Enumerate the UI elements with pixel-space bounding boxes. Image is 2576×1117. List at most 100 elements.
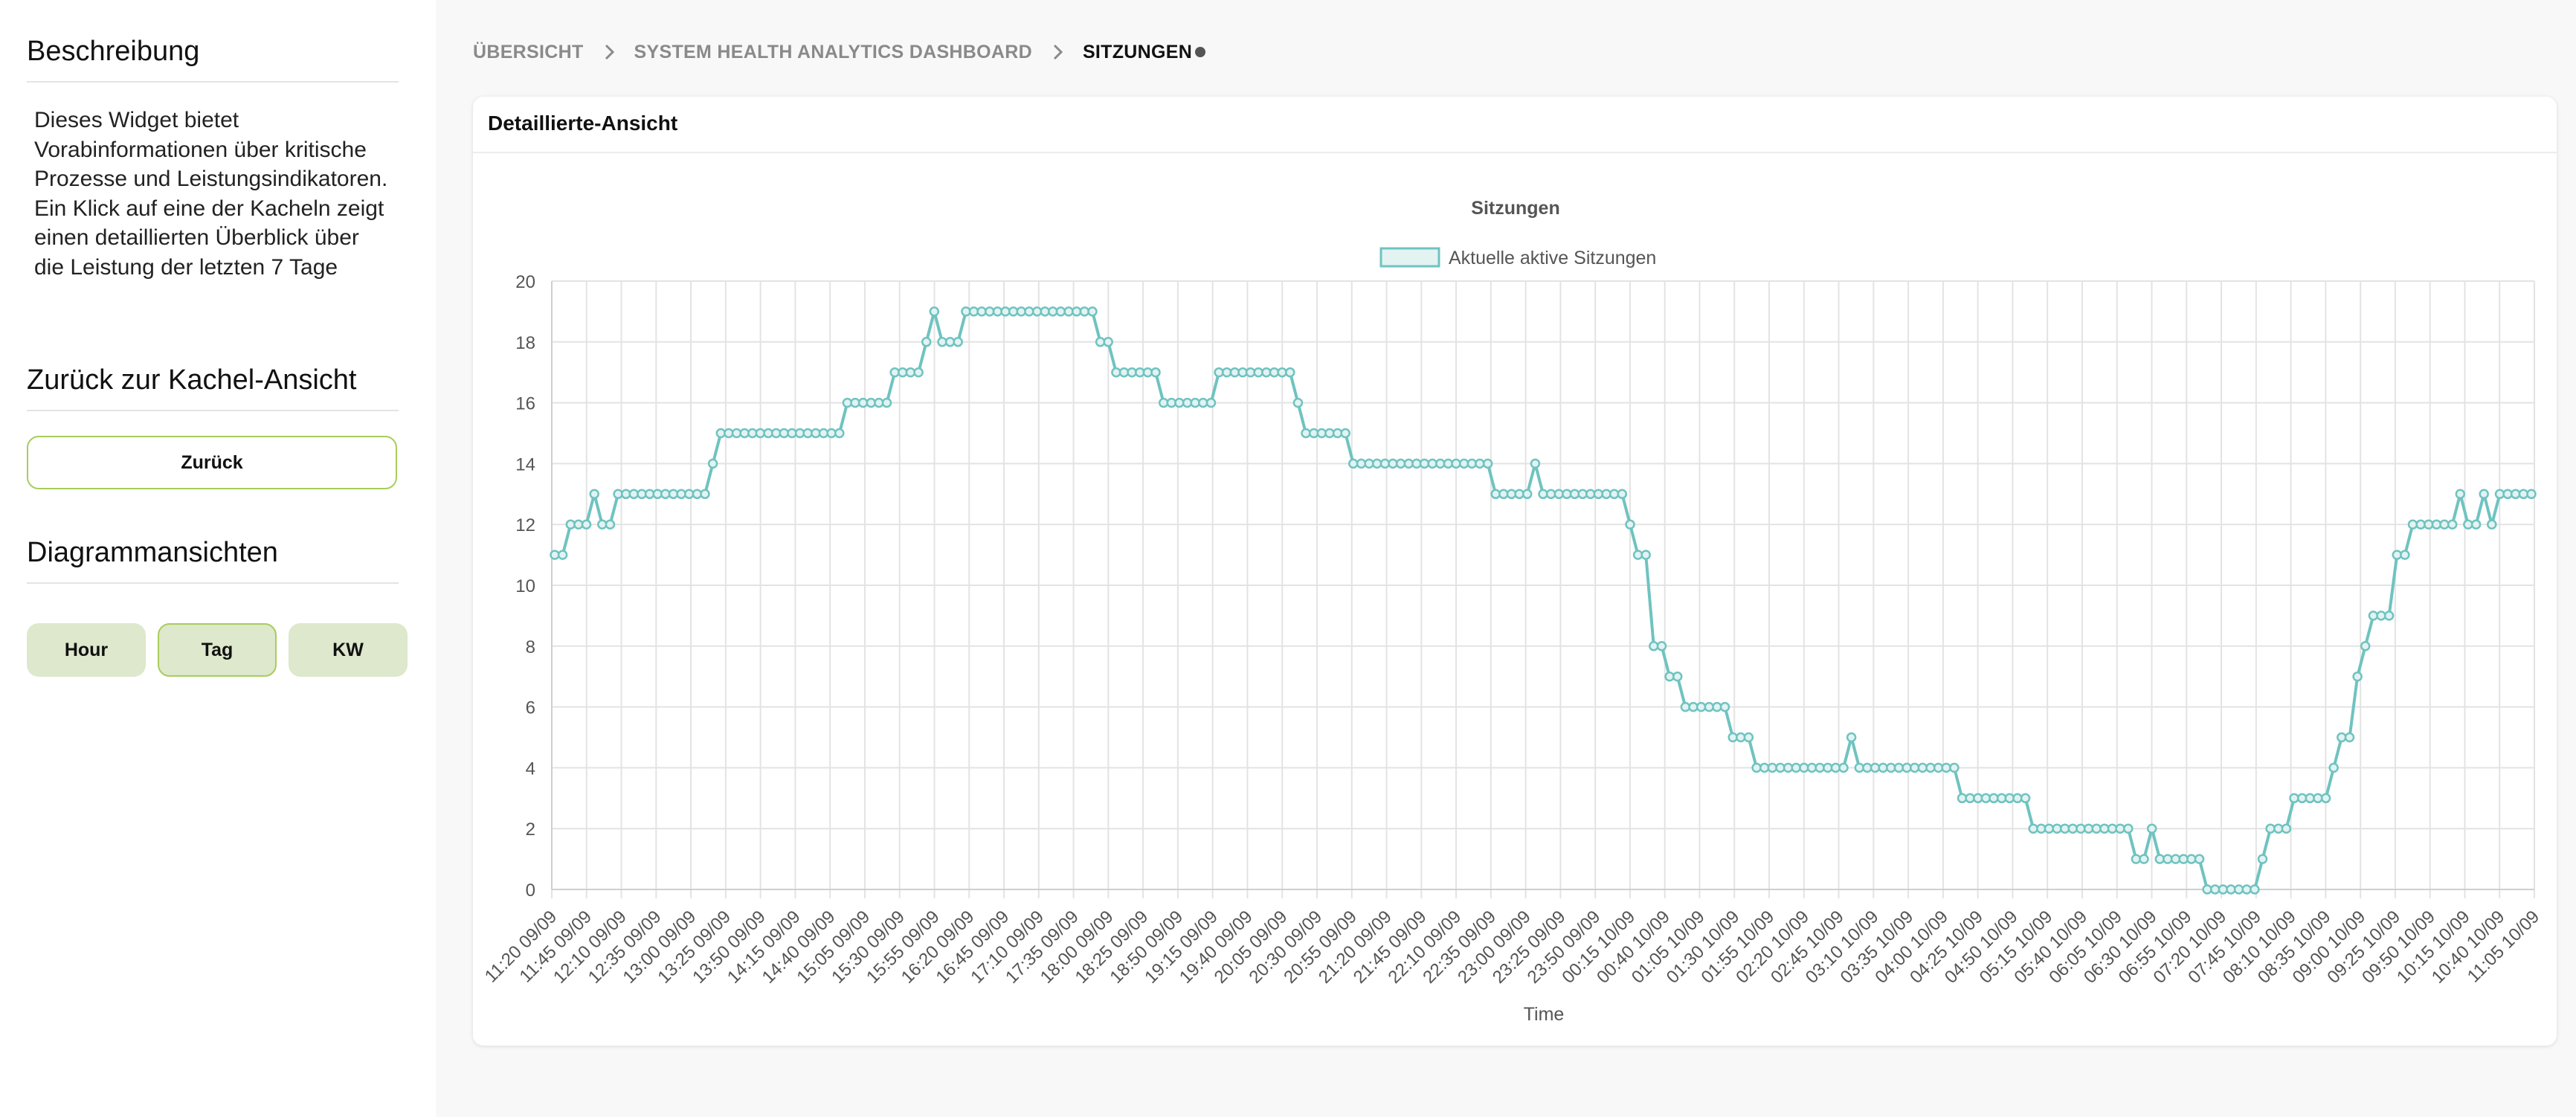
data-point [1617, 489, 1628, 500]
y-tick-label: 14 [515, 454, 535, 474]
data-point [1190, 397, 1200, 408]
data-point [668, 489, 679, 500]
data-point [1419, 458, 1430, 469]
chevron-right-icon [605, 44, 614, 60]
data-point [1593, 489, 1604, 500]
data-point [976, 306, 987, 317]
data-point [889, 367, 900, 378]
detail-card: Detaillierte-Ansicht 0 2 4 6 8 10 12 14 16 18 20 11… [473, 97, 2557, 1046]
data-point [1063, 306, 1074, 317]
data-point [1656, 641, 1667, 651]
data-point [2241, 884, 2252, 895]
data-point [613, 489, 623, 500]
data-point [2510, 489, 2521, 500]
data-point [763, 428, 773, 439]
data-point [1205, 397, 1217, 408]
legend-label: Aktuelle aktive Sitzungen [1449, 248, 1656, 268]
data-point [683, 489, 695, 500]
data-point [550, 550, 560, 560]
data-point [1917, 762, 1928, 773]
data-point [581, 519, 592, 529]
data-point [1285, 367, 1295, 378]
data-point [1308, 428, 1319, 439]
data-point [715, 428, 727, 439]
data-point [1024, 306, 1034, 317]
data-point [2067, 823, 2078, 834]
data-point [2020, 793, 2031, 804]
data-point [1458, 458, 1469, 469]
data-point [1451, 458, 1461, 469]
data-point [1569, 489, 1580, 500]
sidebar: Beschreibung Dieses Widget bietet Vorabi… [0, 0, 436, 1117]
data-point [1301, 428, 1311, 439]
y-tick-label: 0 [526, 881, 535, 901]
data-point [747, 428, 758, 439]
data-point [1696, 701, 1707, 712]
data-point [953, 337, 963, 347]
data-point [1815, 762, 1825, 773]
data-point [779, 428, 790, 439]
data-point [1522, 489, 1533, 500]
data-point [1150, 367, 1161, 378]
data-point [2487, 519, 2497, 529]
data-point [1719, 701, 1730, 712]
data-point [1530, 458, 1541, 469]
data-point [1158, 397, 1169, 408]
data-point [1174, 397, 1185, 408]
y-tick-label: 20 [515, 272, 535, 292]
data-point [2123, 823, 2134, 834]
data-point [1427, 458, 1437, 469]
card-title: Detaillierte-Ansicht [488, 112, 678, 135]
data-point [2479, 489, 2489, 500]
data-point [1482, 458, 1493, 469]
back-button[interactable]: Zurück [27, 436, 397, 489]
data-point [794, 428, 805, 439]
view-button-hour[interactable]: Hour [27, 623, 146, 677]
data-point [2012, 793, 2023, 804]
data-point [770, 428, 782, 439]
data-point [2337, 732, 2347, 743]
card-header: Detaillierte-Ansicht [473, 97, 2557, 153]
data-point [2463, 519, 2473, 529]
y-tick-label: 6 [526, 698, 535, 718]
y-tick-label: 12 [515, 515, 535, 535]
data-point [1348, 458, 1359, 469]
data-point [1087, 306, 1098, 317]
data-point [1870, 762, 1881, 773]
data-point [1340, 428, 1350, 439]
divider [27, 81, 399, 83]
breadcrumb-dashboard[interactable]: SYSTEM HEALTH ANALYTICS DASHBOARD [634, 41, 1032, 62]
data-point [2383, 611, 2395, 621]
data-point [1965, 793, 1975, 804]
data-point [2447, 519, 2458, 529]
data-point [2044, 823, 2055, 834]
data-point [1989, 793, 1999, 804]
data-point [707, 458, 718, 469]
data-point [2360, 641, 2371, 651]
breadcrumb-overview[interactable]: ÜBERSICHT [473, 41, 584, 62]
data-point [2439, 519, 2450, 529]
data-point [2289, 793, 2299, 804]
data-point [1498, 489, 1509, 500]
data-point [2344, 732, 2355, 743]
data-point [1095, 337, 1106, 347]
view-button-kw[interactable]: KW [289, 623, 408, 677]
view-button-tag[interactable]: Tag [158, 623, 277, 677]
data-point [2281, 823, 2292, 834]
status-dot-icon [1195, 47, 1206, 57]
data-point [2146, 823, 2157, 834]
legend-swatch [1379, 247, 1440, 268]
data-point [802, 428, 813, 439]
data-point [2250, 884, 2260, 895]
data-point [628, 489, 640, 500]
data-point [2186, 854, 2197, 864]
data-point [1008, 306, 1019, 317]
data-point [826, 428, 837, 439]
data-point [1640, 550, 1651, 560]
data-point [905, 367, 916, 378]
data-point [1253, 367, 1263, 378]
data-point [2209, 884, 2221, 895]
data-point [1838, 762, 1849, 773]
data-point [2328, 762, 2339, 773]
data-point [1672, 671, 1683, 682]
